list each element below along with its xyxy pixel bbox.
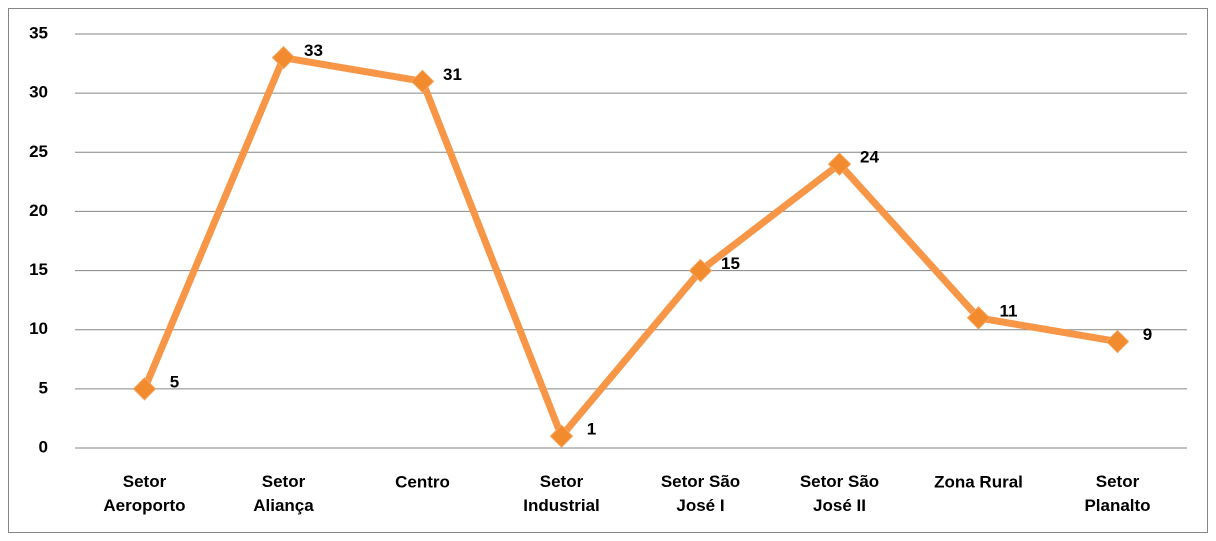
series-line [141, 54, 1119, 440]
data-label: 15 [721, 254, 740, 273]
x-tick-label: Setor São José I [661, 472, 740, 515]
x-tick-label: Zona Rural [934, 472, 1023, 491]
y-tick-label: 15 [29, 260, 48, 279]
point-marker [827, 152, 852, 176]
point-marker [132, 377, 157, 401]
point-marker [1105, 329, 1130, 354]
data-label: 1 [587, 420, 596, 439]
point-marker [271, 45, 296, 70]
point-marker [966, 306, 991, 330]
y-tick-label: 0 [39, 437, 48, 456]
data-label: 11 [1000, 301, 1018, 320]
y-tick-label: 25 [29, 142, 48, 161]
y-tick-label: 30 [29, 83, 48, 102]
x-tick-label: Centro [395, 472, 450, 491]
y-tick-label: 35 [29, 23, 48, 42]
data-label: 5 [170, 372, 179, 391]
point-marker [549, 424, 574, 448]
data-label: 24 [860, 148, 879, 167]
data-label: 9 [1143, 325, 1152, 344]
point-marker [688, 258, 713, 283]
y-tick-label: 10 [29, 319, 48, 338]
point-marker [410, 69, 435, 94]
x-tick-label: Setor Planalto [1084, 472, 1150, 515]
x-tick-label: Setor Industrial [523, 472, 600, 515]
x-tick-label: Setor Aliança [253, 472, 314, 515]
data-label: 33 [304, 41, 323, 60]
y-tick-label: 5 [39, 378, 48, 397]
x-tick-label: Setor Aeroporto [103, 472, 185, 515]
data-label: 31 [443, 65, 462, 84]
y-tick-label: 20 [29, 201, 48, 220]
x-tick-label: Setor São José II [800, 472, 879, 515]
